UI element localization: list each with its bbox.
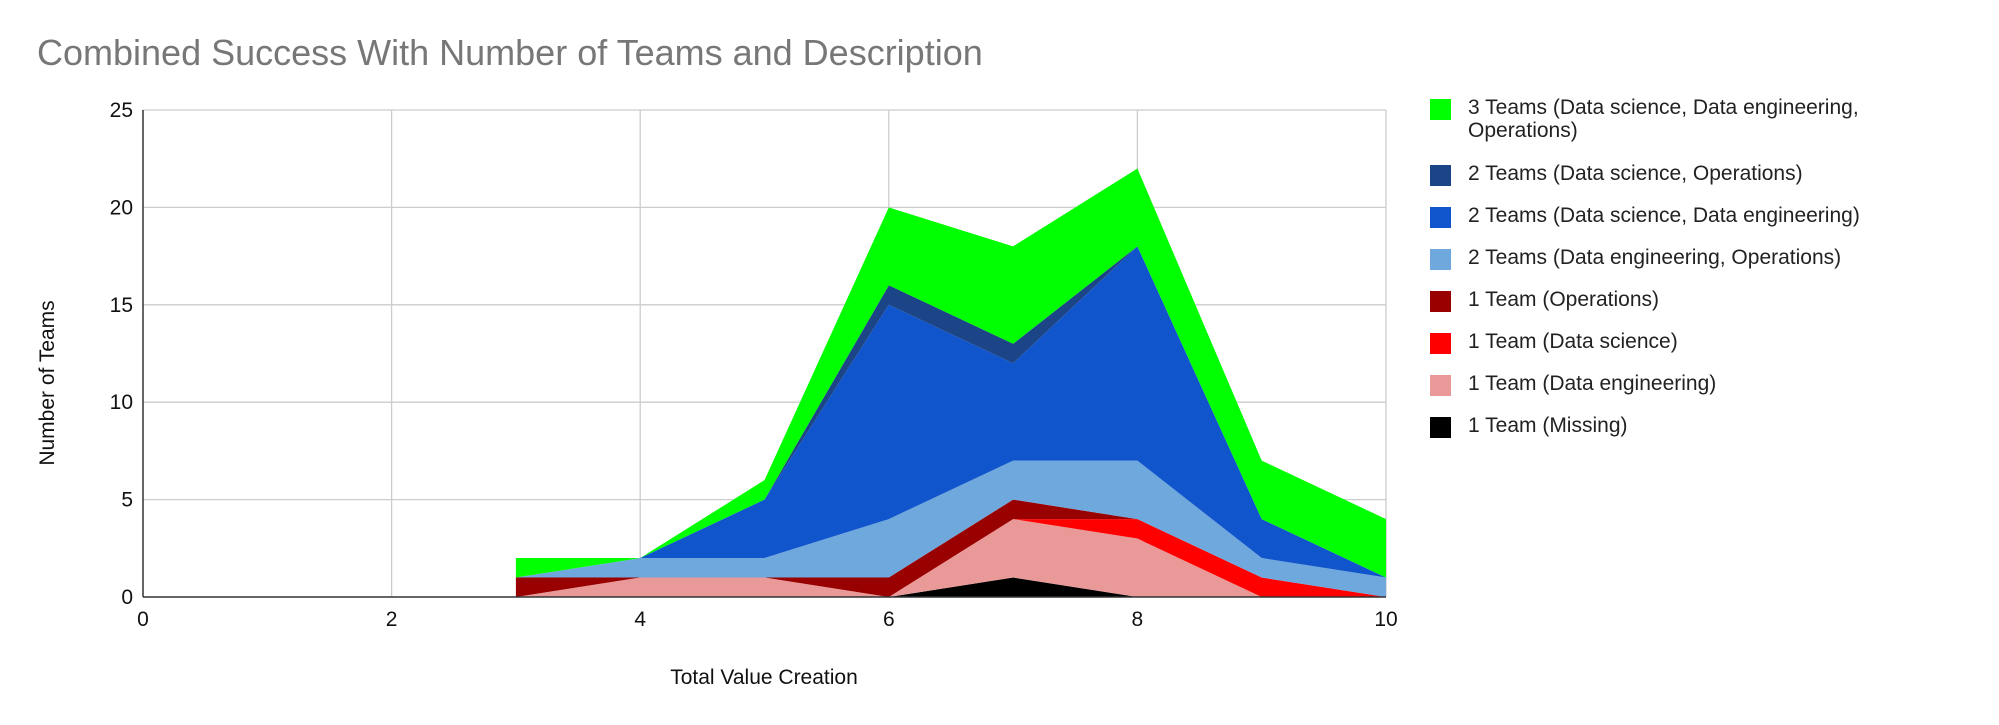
x-tick-label: 4 bbox=[634, 608, 646, 631]
y-tick-label: 25 bbox=[110, 99, 133, 122]
legend-swatch bbox=[1430, 375, 1451, 396]
legend-swatch bbox=[1430, 333, 1451, 354]
area-series[interactable] bbox=[515, 246, 1386, 578]
legend-label: 1 Team (Data science) bbox=[1468, 330, 1678, 353]
y-tick-label: 0 bbox=[121, 586, 133, 609]
area-series[interactable] bbox=[515, 519, 1386, 597]
legend-label: 1 Team (Missing) bbox=[1468, 414, 1628, 437]
legend-swatch bbox=[1430, 207, 1451, 228]
stacked-areas bbox=[515, 168, 1386, 597]
y-tick-label: 20 bbox=[110, 196, 133, 219]
axes: 0 5 10 15 20 25 0 2 4 6 8 10 bbox=[110, 99, 1398, 631]
legend-label: 1 Team (Data engineering) bbox=[1468, 372, 1717, 395]
legend-label: 3 Teams (Data science, Data engineering,… bbox=[1468, 96, 1859, 142]
x-axis-title: Total Value Creation bbox=[670, 666, 858, 689]
area-series[interactable] bbox=[515, 168, 1386, 578]
x-tick-label: 8 bbox=[1132, 608, 1144, 631]
area-series[interactable] bbox=[515, 460, 1386, 597]
legend-swatch bbox=[1430, 99, 1451, 120]
area-series[interactable] bbox=[515, 577, 1386, 597]
x-tick-label: 6 bbox=[883, 608, 895, 631]
legend-swatch bbox=[1430, 249, 1451, 270]
legend-swatch bbox=[1430, 291, 1451, 312]
x-tick-label: 0 bbox=[137, 608, 149, 631]
chart-title: Combined Success With Number of Teams an… bbox=[37, 32, 983, 73]
legend-swatch bbox=[1430, 417, 1451, 438]
area-series[interactable] bbox=[515, 499, 1386, 597]
x-tick-label: 10 bbox=[1374, 608, 1397, 631]
y-tick-label: 10 bbox=[110, 391, 133, 414]
y-axis-title: Number of Teams bbox=[36, 300, 59, 465]
legend-label: 2 Teams (Data engineering, Operations) bbox=[1468, 246, 1842, 269]
legend-label: 2 Teams (Data science, Operations) bbox=[1468, 162, 1803, 185]
y-tick-label: 15 bbox=[110, 294, 133, 317]
legend-label: 2 Teams (Data science, Data engineering) bbox=[1468, 204, 1860, 227]
legend-swatch bbox=[1430, 165, 1451, 186]
y-tick-label: 5 bbox=[121, 489, 133, 512]
legend-label: 1 Team (Operations) bbox=[1468, 288, 1660, 311]
x-tick-label: 2 bbox=[386, 608, 398, 631]
